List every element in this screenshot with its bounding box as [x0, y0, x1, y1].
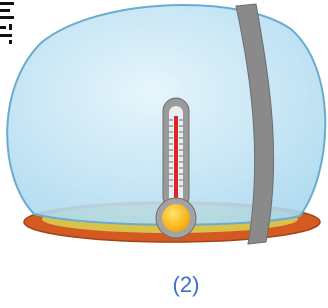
page: (2) (() => { const data = JSON.parse(doc… — [0, 0, 328, 308]
illustration: (2) — [0, 0, 328, 308]
caption: (2) — [173, 272, 200, 297]
corner-fragment — [0, 2, 14, 44]
